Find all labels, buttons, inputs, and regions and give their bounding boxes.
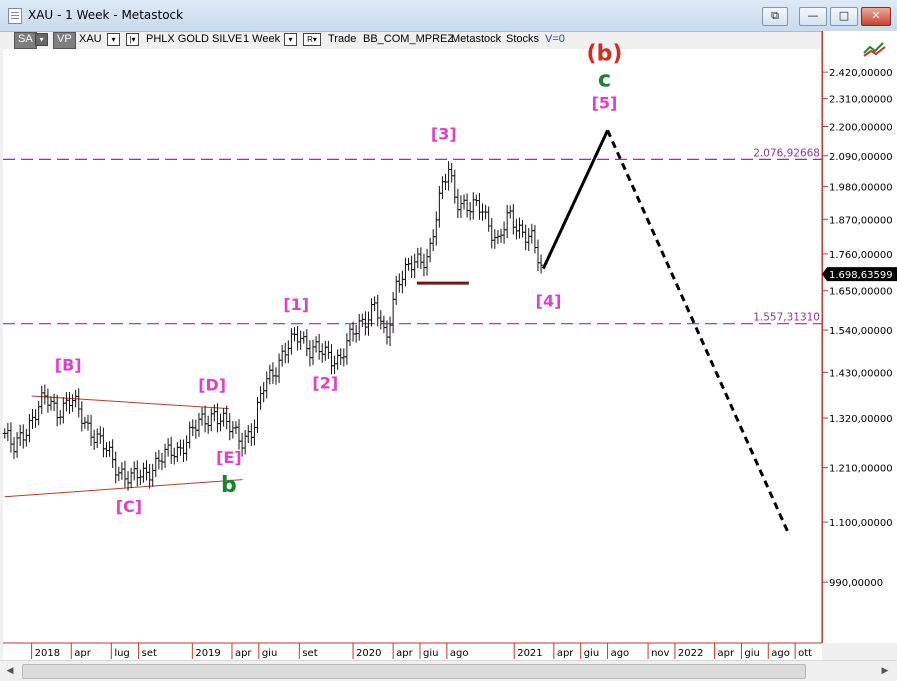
horizontal-scrollbar[interactable]: ◀ ▶ [0, 660, 897, 681]
y-tick-label: 1.760,00000 [829, 250, 893, 261]
current-price-tag [822, 267, 897, 282]
close-icon: ✕ [871, 9, 881, 22]
y-tick-label: 1.870,00000 [829, 215, 893, 226]
wave-label: b [221, 473, 237, 498]
window-title: XAU - 1 Week - Metastock [28, 8, 184, 22]
x-tick-label: apr [235, 648, 252, 659]
r-button-label: R [307, 35, 313, 44]
wave-label: [5] [592, 94, 618, 113]
maximize-icon: □ [838, 9, 850, 22]
sa-button[interactable]: SA [14, 32, 37, 49]
x-tick-label: giu [744, 648, 759, 659]
y-tick-label: 1.430,00000 [829, 368, 893, 379]
x-tick-label: ago [611, 648, 630, 659]
vp-button[interactable]: VP [53, 32, 76, 49]
wave-label: [E] [216, 448, 242, 467]
minimize-icon: — [807, 9, 819, 22]
x-tick-label: giu [584, 648, 599, 659]
close-button[interactable]: ✕ [861, 7, 891, 26]
x-tick-label: apr [396, 648, 413, 659]
projection-dashed-line [606, 129, 790, 534]
scroll-left-icon[interactable]: ◀ [6, 666, 14, 676]
current-price-label: 1.698,63599 [829, 270, 893, 281]
x-tick-label: lug [114, 648, 129, 659]
wave-label: [4] [536, 291, 562, 310]
period-label[interactable]: 1 Week [243, 33, 281, 45]
wave-label: [C] [116, 497, 142, 516]
x-tick-label: giu [262, 648, 277, 659]
y-tick-label: 2.200,00000 [829, 123, 893, 134]
date-axis-area [3, 643, 822, 660]
y-tick-label: 1.100,00000 [829, 518, 893, 529]
title-bar: XAU - 1 Week - Metastock ⧉ — □ ✕ [0, 0, 897, 32]
type-label: Stocks [506, 33, 540, 45]
volume-label: V=0 [545, 33, 565, 45]
x-tick-label: set [302, 648, 317, 659]
restore-down-button[interactable]: ⧉ [762, 7, 788, 26]
x-tick-label: apr [74, 648, 91, 659]
scroll-right-icon[interactable]: ▶ [881, 666, 889, 676]
x-tick-label: ago [450, 648, 469, 659]
triangle-trendline [31, 395, 229, 410]
symbol-dropdown-icon[interactable]: ▾ [107, 33, 120, 46]
source-label: Metastock [451, 33, 502, 45]
wave-label: c [598, 67, 611, 92]
price-axis-panel [822, 31, 897, 643]
x-tick-label: 2020 [356, 648, 381, 659]
y-tick-label: 1.320,00000 [829, 414, 893, 425]
x-tick-label: ago [771, 648, 790, 659]
r-dropdown-icon: ▾ [312, 35, 317, 44]
x-tick-label: giu [423, 648, 438, 659]
y-tick-label: 990,00000 [829, 578, 883, 589]
x-tick-label: 2019 [195, 648, 220, 659]
y-tick-label: 1.980,00000 [829, 183, 893, 194]
template-label[interactable]: BB_COM_MPREZ [363, 33, 455, 45]
wave-label: [2] [312, 374, 338, 393]
wave-label: [D] [198, 376, 226, 395]
y-tick-label: 1.650,00000 [829, 287, 893, 298]
maximize-button[interactable]: □ [830, 7, 858, 26]
chart-toolbar: SA ▾ VP XAU ▾ |▾ PHLX GOLD SILVE 1 Week … [0, 31, 824, 49]
chart-tools-icon[interactable] [863, 39, 887, 57]
restore-down-icon: ⧉ [771, 9, 779, 22]
period-dropdown-icon[interactable]: ▾ [284, 33, 297, 46]
triangle-trendline [4, 479, 243, 498]
x-tick-label: ott [798, 648, 812, 659]
bar-dropdown-icon[interactable]: |▾ [126, 33, 139, 46]
minimize-button[interactable]: — [799, 7, 827, 26]
projection-solid-line [541, 129, 609, 270]
y-tick-label: 2.420,00000 [829, 68, 893, 79]
sa-dropdown-icon[interactable]: ▾ [35, 33, 48, 46]
wave-label: [B] [55, 355, 82, 374]
wave-label: [3] [431, 125, 457, 144]
horizontal-level-label: 2.076,92668 [753, 147, 820, 159]
y-tick-label: 2.090,00000 [829, 152, 893, 163]
scroll-thumb[interactable] [22, 664, 806, 679]
document-icon [8, 8, 22, 24]
wave-label: [1] [283, 295, 309, 314]
wave-label: (b) [587, 41, 623, 66]
symbol-label[interactable]: XAU [79, 33, 102, 45]
x-tick-label: nov [651, 648, 669, 659]
x-tick-label: apr [718, 648, 735, 659]
x-tick-label: set [142, 648, 157, 659]
y-tick-label: 2.310,00000 [829, 95, 893, 106]
r-button[interactable]: R▾ [303, 33, 321, 46]
price-chart[interactable]: 990,00000 1.100,00000 1.210,00000 1.320,000… [0, 0, 897, 660]
mode-label[interactable]: Trade [328, 33, 357, 45]
y-tick-label: 1.210,00000 [829, 464, 893, 475]
y-tick-label: 1.540,00000 [829, 326, 893, 337]
security-name: PHLX GOLD SILVE [146, 33, 243, 45]
x-tick-label: apr [557, 648, 574, 659]
x-tick-label: 2018 [35, 648, 60, 659]
plot-area [3, 49, 822, 643]
x-tick-label: 2022 [678, 648, 703, 659]
horizontal-level-label: 1.557,31310 [753, 312, 820, 324]
x-tick-label: 2021 [517, 648, 542, 659]
